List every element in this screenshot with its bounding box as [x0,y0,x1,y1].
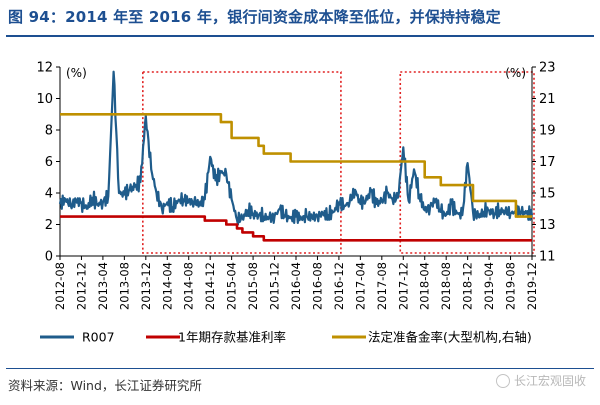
series-deposit-rate-line [60,215,532,242]
legend-label-2: 1年期存款基准利率 [178,330,286,345]
y-left-tick-label-4: 4 [45,187,53,202]
y-left-tick-label-6: 6 [45,155,53,170]
x-tick-label-2015-04: 2015-04 [225,262,239,310]
x-tick-label-2017-04: 2017-04 [353,262,367,310]
x-tick-label-2018-08: 2018-08 [439,262,453,310]
x-tick-label-2019-12: 2019-12 [525,262,539,310]
series-r007-line [58,70,534,226]
x-tick-label-2015-08: 2015-08 [246,262,260,310]
y-left-tick-label-8: 8 [45,124,53,139]
x-tick-label-2015-12: 2015-12 [268,262,282,310]
source-note: 资料来源：Wind，长江证券研究所 [8,378,202,393]
figure-title: 图 94：2014 年至 2016 年，银行间资金成本降至低位，并保持持稳定 [8,8,501,26]
title-rule [6,35,594,37]
chart-legend: R007 1年期存款基准利率 法定准备金率(大型机构,右轴) [40,330,532,345]
y-right-tick-label-23: 23 [539,61,556,76]
x-tick-label-2016-08: 2016-08 [310,262,324,310]
y-right-tick-label-19: 19 [539,124,556,139]
y-right-tick-label-15: 15 [539,187,556,202]
x-tick-label-2014-04: 2014-04 [160,262,174,310]
y-right-tick-label-21: 21 [539,92,556,107]
y-left-tick-label-0: 0 [45,250,53,265]
watermark-text: 长江宏观固收 [513,374,586,388]
x-tick-label-2014-08: 2014-08 [182,262,196,310]
x-tick-label-2012-12: 2012-12 [74,262,88,310]
watermark: 长江宏观固收 [495,372,586,389]
x-tick-label-2017-08: 2017-08 [375,262,389,310]
legend-label-3: 法定准备金率(大型机构,右轴) [368,330,532,345]
x-tick-label-2018-12: 2018-12 [461,262,475,310]
x-tick-label-2013-08: 2013-08 [117,262,131,310]
x-tick-label-2014-12: 2014-12 [203,262,217,310]
y-right-unit-label: (%) [505,66,526,80]
legend-label-1: R007 [82,330,115,345]
y-right-tick-label-17: 17 [539,155,556,170]
wechat-logo-icon [495,373,510,388]
y-left-unit-label: (%) [66,66,87,80]
x-tick-label-2016-04: 2016-04 [289,262,303,310]
series-rrr-line [60,113,532,218]
chart-series [58,70,534,242]
x-tick-label-2016-12: 2016-12 [332,262,346,310]
x-tick-label-2019-04: 2019-04 [482,262,496,310]
x-tick-label-2013-04: 2013-04 [96,262,110,310]
y-right-tick-label-13: 13 [539,218,556,233]
x-tick-label-2013-12: 2013-12 [139,262,153,310]
x-tick-label-2012-08: 2012-08 [53,262,67,310]
y-left-tick-label-2: 2 [45,218,53,233]
y-left-tick-label-10: 10 [36,92,53,107]
x-tick-label-2018-04: 2018-04 [418,262,432,310]
x-tick-label-2019-08: 2019-08 [504,262,518,310]
line-chart: 0 2 4 6 8 10 12 11 13 15 17 19 21 23 (%) (%) 2012-08 2012… [36,61,555,345]
bottom-rule [6,368,594,369]
x-tick-label-2017-12: 2017-12 [396,262,410,310]
y-left-tick-label-12: 12 [36,61,53,76]
chart-axes: 0 2 4 6 8 10 12 11 13 15 17 19 21 23 (%) (%) 2012-08 2012… [36,61,555,311]
y-right-tick-label-11: 11 [539,250,556,265]
